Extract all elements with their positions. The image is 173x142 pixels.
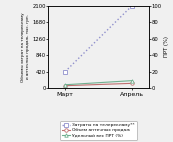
Y-axis label: Объемы затрат на телерекламу
и аптечных продаж, тыс. грн.: Объемы затрат на телерекламу и аптечных …: [21, 12, 30, 82]
Legend: Затраты на телерекламу**, Объем аптечных продаж, Удельный вес ПРТ (%): Затраты на телерекламу**, Объем аптечных…: [60, 121, 137, 140]
Y-axis label: ПРТ (%): ПРТ (%): [164, 36, 169, 57]
